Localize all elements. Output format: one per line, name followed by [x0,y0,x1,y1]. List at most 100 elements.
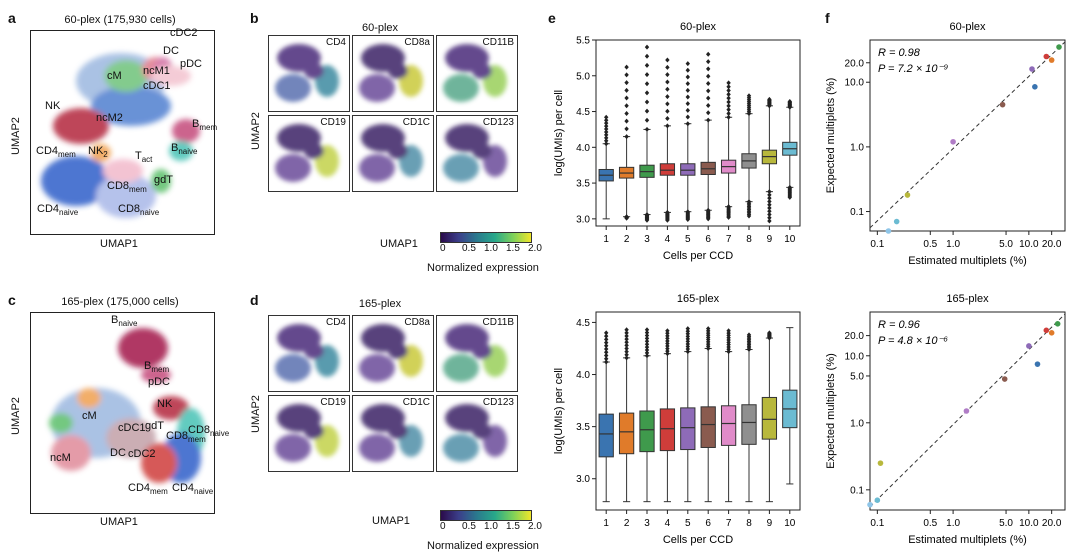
feature-plot-cd11b: CD11B [436,315,518,392]
box-5 [680,163,696,176]
panel-letter-b: b [250,10,259,26]
b-title: 60-plex [361,22,399,34]
label-pdc: pDC [180,58,203,70]
scatter-point [1001,376,1008,382]
colorbar-tick: 1.5 [506,243,520,254]
box-2 [618,412,635,455]
outlier-high [624,87,629,93]
outlier-high [644,333,650,339]
feature-plot-cd1c: CD1C [352,395,434,472]
x-tick-label: 5 [685,518,691,529]
outlier-high [706,51,711,57]
scatter-point [867,501,873,508]
cluster-nk [153,396,189,420]
label-cd4naive: CD4naive [172,482,214,497]
y-axis-label: log(UMIs) per cell [553,368,565,454]
outlier-high [685,74,690,80]
cluster-nk [53,108,109,144]
outlier-high [665,101,670,107]
feature-label: CD19 [320,117,346,128]
y-tick-label: 20.0 [845,331,865,342]
outlier-high [644,335,650,341]
outlier-high [665,79,670,85]
y-tick-label: 4.5 [576,107,590,118]
outlier-high [644,72,650,78]
feature-plot-cd4: CD4 [268,315,350,392]
outlier-high [644,350,650,356]
label-bnaive: Bnaive [171,142,198,157]
label-pdc: pDC [148,376,171,388]
y-tick-label: 3.0 [576,214,590,225]
chart-title: 60-plex [680,21,717,33]
outlier-high [665,108,670,114]
umap-a-xlabel: UMAP1 [100,238,138,250]
x-tick-label: 6 [705,234,711,245]
outlier-high [624,103,629,109]
label-cd8mem: CD8mem [166,430,206,445]
outlier-low [767,218,772,224]
y-tick-label: 0.1 [850,485,864,496]
outlier-high [644,330,650,336]
colorbar-b-label: Normalized expression [427,262,539,274]
chart-title: 60-plex [949,21,986,33]
outlier-high [644,338,650,344]
boxplot-165plex: 165-plex 3.0 3.5 4.0 4.5 1 2 3 4 5 6 7 8 9 10 Cells per… [553,293,801,546]
chart-title: 165-plex [677,293,720,305]
scatter-point [893,218,900,225]
feature-plot-cd11b: CD11B [436,35,518,112]
colorbar-tick: 1.0 [484,521,498,532]
box-5 [680,407,696,451]
scatter-point [950,138,956,145]
label-cd4naive: CD4naive [37,203,79,218]
x-tick-label: 20.0 [1042,239,1062,250]
x-tick-label: 7 [726,518,732,529]
cluster-nk2 [91,144,111,162]
y-axis-label: Expected multiplets (%) [825,353,837,469]
feature-plot-cd4: CD4 [268,35,350,112]
box-7 [720,405,737,446]
cluster-pdc [151,66,191,86]
y-tick-label: 10.0 [845,78,865,89]
cluster-cd4mem [141,443,177,483]
d-title: 165-plex [358,298,402,310]
outlier-high [685,101,690,107]
y-tick-label: 0.1 [850,207,864,218]
outlier-high [665,94,670,100]
outlier-high [624,80,629,86]
colorbar-tick: 0.5 [462,243,476,254]
umap-a-plot [30,30,215,235]
label-cm: cM [107,70,122,82]
label-cd8naive: CD8naive [118,203,160,218]
cluster-bmem [141,367,171,383]
cluster-cd8mem [103,159,143,183]
y-tick-label: 1.0 [850,142,864,153]
x-tick-label: 4 [665,518,671,529]
outlier-high [685,67,690,73]
y-tick-label: 10.0 [845,351,865,362]
fit-line [869,41,1066,229]
x-tick-label: 2 [624,234,630,245]
scatter-point [1034,361,1041,367]
outlier-high [604,114,609,120]
label-nk: NK [157,398,173,410]
umap-a-clusters [41,53,200,218]
outlier-high [604,330,609,336]
scatter-point [1054,321,1061,327]
outlier-high [665,328,670,334]
feature-label: CD1C [402,117,430,128]
outlier-high [665,72,670,78]
label-cd4mem: CD4mem [128,482,168,497]
panel-letter-a: a [8,10,16,26]
outlier-high [624,64,629,70]
label-cm: cM [82,410,97,422]
feature-label: CD1C [402,397,430,408]
x-tick-label: 6 [705,518,711,529]
cluster-green [49,413,73,433]
x-tick-label: 7 [726,234,732,245]
label-ncm: ncM [50,452,71,464]
scatter-point [1043,327,1050,334]
plot-frame [869,39,1066,232]
umap-a-ylabel: UMAP2 [10,117,22,155]
outlier-high [685,94,690,100]
outlier-high [644,117,650,123]
